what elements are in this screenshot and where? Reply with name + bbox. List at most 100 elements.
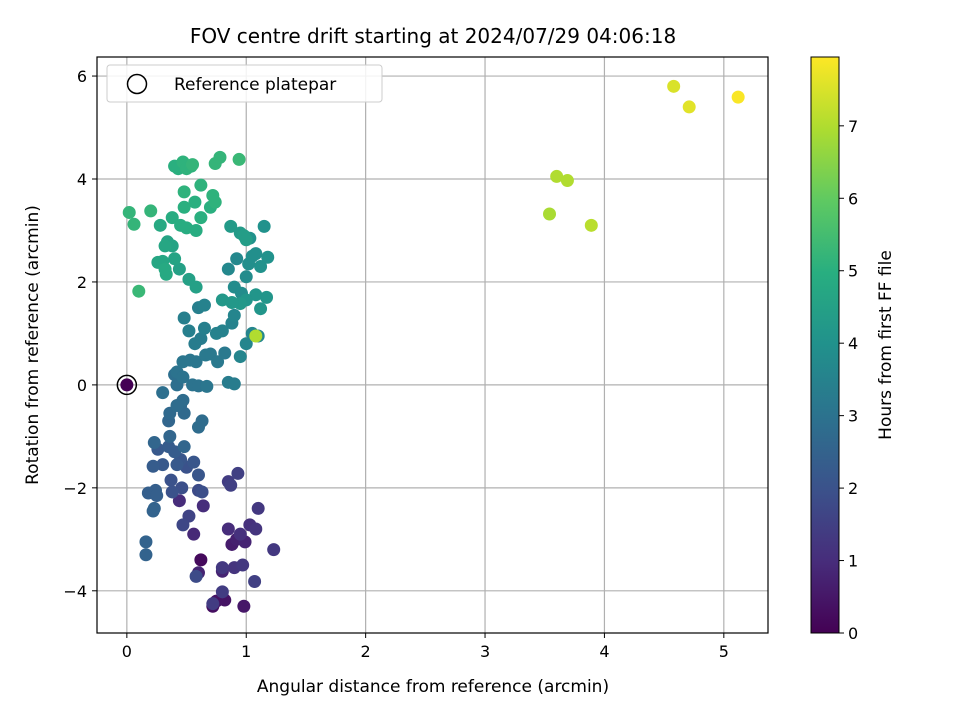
data-point: [196, 499, 210, 513]
x-axis-ticks: 0 1 2 3 4 5: [122, 633, 729, 661]
data-point: [239, 270, 253, 284]
data-point: [249, 329, 263, 343]
data-point: [127, 217, 141, 231]
data-point: [560, 174, 574, 188]
data-point: [231, 466, 245, 480]
data-point: [170, 458, 184, 472]
data-point: [170, 398, 184, 412]
legend-marker: [126, 73, 148, 95]
data-point: [172, 262, 186, 276]
data-point: [215, 561, 229, 575]
data-point: [215, 324, 229, 338]
data-point: [249, 288, 263, 302]
colorbar-tick-label: 6: [848, 189, 858, 208]
data-point: [177, 185, 191, 199]
data-point: [186, 158, 200, 172]
x-axis-label: Angular distance from reference (arcmin): [257, 677, 609, 697]
x-tick-label: 2: [361, 642, 371, 661]
data-point: [120, 378, 134, 392]
data-point: [188, 195, 202, 209]
data-point: [221, 522, 235, 536]
data-point: [249, 522, 263, 536]
data-point: [158, 239, 172, 253]
data-point: [139, 535, 153, 549]
data-point: [257, 219, 271, 233]
data-point: [156, 458, 170, 472]
data-point: [233, 527, 247, 541]
reference-marker: [116, 374, 138, 396]
data-point: [200, 379, 214, 393]
data-point: [195, 414, 209, 428]
y-tick-label: 0: [77, 376, 87, 395]
colorbar-tick-label: 1: [848, 552, 858, 571]
colorbar-tick-label: 4: [848, 334, 858, 353]
data-point: [254, 260, 268, 274]
data-point: [221, 262, 235, 276]
data-point: [176, 518, 190, 532]
legend: Reference platepar: [106, 64, 383, 103]
colorbar-tick-label: 0: [848, 624, 858, 643]
data-point: [165, 485, 179, 499]
data-point: [194, 211, 208, 225]
data-point: [191, 468, 205, 482]
colorbar-label: Hours from first FF file: [876, 250, 896, 440]
data-point: [182, 272, 196, 286]
x-tick-label: 1: [241, 642, 251, 661]
data-point: [122, 205, 136, 219]
data-point: [189, 355, 203, 369]
data-point: [168, 445, 182, 459]
data-point: [177, 200, 191, 214]
data-point: [165, 211, 179, 225]
data-point: [195, 485, 209, 499]
y-tick-label: 2: [77, 273, 87, 292]
data-point: [267, 543, 281, 557]
data-point: [239, 337, 253, 351]
data-point: [168, 252, 182, 266]
data-point: [189, 223, 203, 237]
data-point: [187, 455, 201, 469]
colorbar-tick-label: 2: [848, 479, 858, 498]
data-point: [239, 233, 253, 247]
y-axis-ticks: −4 −2 0 2 4 6: [63, 67, 97, 601]
data-point: [233, 350, 247, 364]
data-points: [120, 79, 745, 613]
colorbar-tick-label: 5: [848, 262, 858, 281]
data-point: [150, 489, 164, 503]
data-point: [248, 575, 262, 589]
x-tick-label: 0: [122, 642, 132, 661]
data-point: [147, 436, 161, 450]
x-tick-label: 4: [599, 642, 609, 661]
y-axis-label: Rotation from reference (arcmin): [23, 205, 43, 485]
legend-entry-label: Reference platepar: [174, 75, 336, 95]
data-point: [215, 585, 229, 599]
data-point: [211, 355, 225, 369]
data-point: [254, 302, 268, 316]
colorbar: [810, 56, 840, 634]
data-point: [163, 429, 177, 443]
data-point: [249, 247, 263, 261]
data-point: [230, 252, 244, 266]
reference-platepar-marker: [116, 374, 138, 396]
data-point: [187, 527, 201, 541]
data-point: [153, 218, 167, 232]
data-point: [584, 218, 598, 232]
x-tick-label: 3: [480, 642, 490, 661]
data-point: [197, 321, 211, 335]
data-point: [194, 178, 208, 192]
data-point: [225, 296, 239, 310]
data-point: [232, 152, 246, 166]
data-point: [189, 569, 203, 583]
data-point: [224, 478, 238, 492]
data-point: [682, 100, 696, 114]
y-tick-label: −4: [63, 582, 87, 601]
colorbar-ticks: 0 1 2 3 4 5 6 7: [839, 117, 858, 643]
data-point: [176, 370, 190, 384]
plot-area-frame: [96, 56, 769, 634]
y-tick-label: 6: [77, 67, 87, 86]
data-point: [164, 473, 178, 487]
data-point: [227, 377, 241, 391]
data-point: [237, 599, 251, 613]
data-point: [146, 504, 160, 518]
data-point: [206, 597, 220, 611]
